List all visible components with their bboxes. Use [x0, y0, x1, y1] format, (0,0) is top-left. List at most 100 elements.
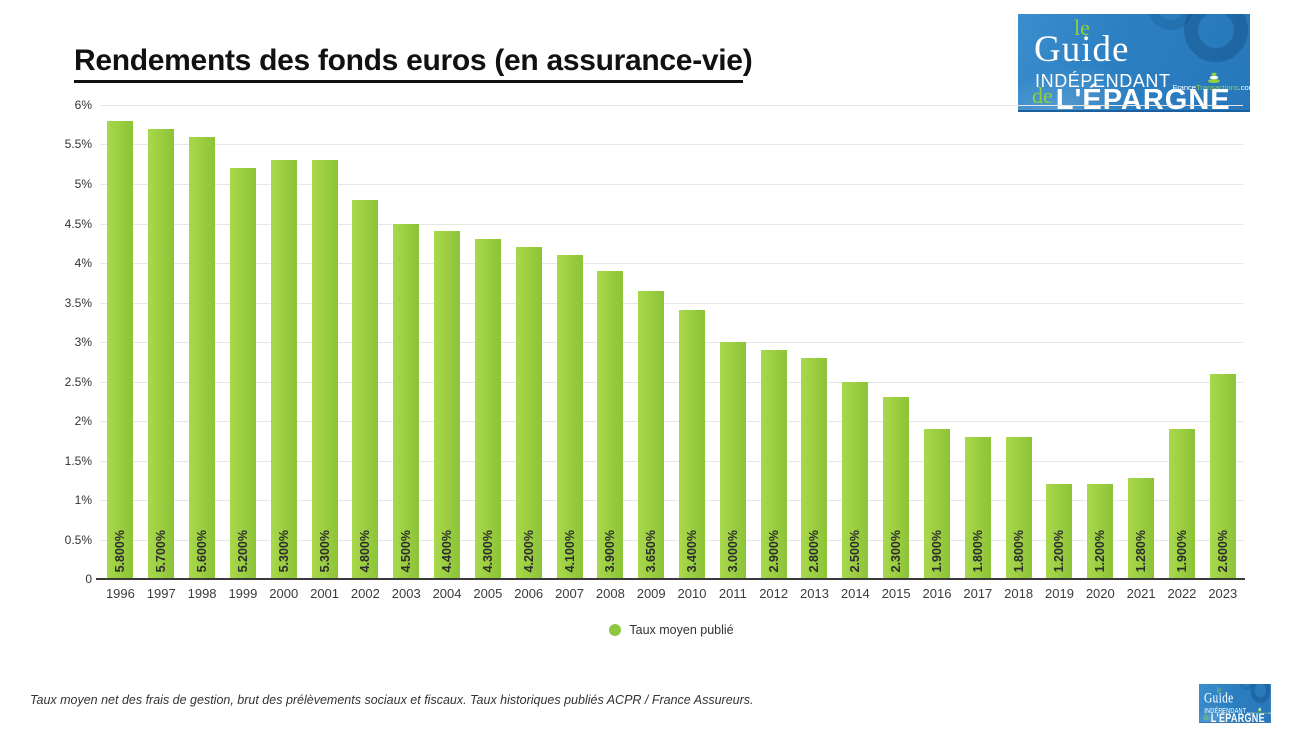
bar-2011[interactable]: 3.000%: [719, 342, 746, 579]
x-axis-label: 2000: [269, 586, 299, 601]
bar-2010[interactable]: 3.400%: [679, 310, 705, 579]
bar-slot: 3.900%: [590, 105, 631, 579]
y-axis-label: 5.5%: [64, 137, 92, 152]
x-axis-label: 1996: [105, 586, 135, 601]
bar-value-label: 4.100%: [562, 529, 577, 572]
bar-2006[interactable]: 4.200%: [515, 247, 542, 579]
bar-slot: 4.400%: [427, 105, 468, 579]
logo-word-le: le: [1216, 684, 1222, 695]
gridline: [100, 105, 1243, 106]
bar-2013[interactable]: 2.800%: [801, 357, 828, 579]
x-axis-label: 1998: [187, 586, 217, 601]
bar-value-label: 1.200%: [1052, 529, 1067, 572]
x-axis-label: 1997: [146, 586, 176, 601]
x-axis-line: [96, 578, 1245, 580]
x-axis-label: 2001: [310, 586, 340, 601]
y-axis: 6% 5.5% 5% 4.5% 4% 3.5% 3% 2.5% 2% 1.5% 1% 0.5% 0: [0, 98, 96, 586]
bar-1997[interactable]: 5.700%: [148, 128, 175, 579]
bar-2007[interactable]: 4.100%: [556, 255, 583, 579]
bar-value-label: 2.300%: [889, 529, 904, 572]
bar-slot: 4.800%: [345, 105, 386, 579]
bar-2018[interactable]: 1.800%: [1005, 436, 1032, 579]
bar-value-label: 4.200%: [521, 529, 536, 572]
gridline: [100, 342, 1243, 343]
bar-2001[interactable]: 5.300%: [311, 160, 338, 579]
x-axis-label: 2004: [432, 586, 462, 601]
bar-2003[interactable]: 4.500%: [393, 223, 420, 579]
x-axis-label: 2017: [963, 586, 993, 601]
y-axis-label: 1.5%: [64, 453, 92, 468]
bar-2020[interactable]: 1.200%: [1087, 484, 1114, 579]
logo-site-url: FranceTransactions.com: [1246, 711, 1271, 716]
x-axis-label: 2009: [636, 586, 666, 601]
logo-word-guide: Guide: [1203, 689, 1234, 707]
gridline: [100, 223, 1243, 225]
x-axis-label: 2003: [391, 586, 421, 601]
bar-2000[interactable]: 5.300%: [270, 160, 297, 579]
x-axis-label: 2010: [677, 586, 707, 601]
bar-slot: 1.200%: [1039, 105, 1080, 579]
legend-label: Taux moyen publié: [629, 623, 734, 637]
x-axis-label: 2014: [840, 586, 870, 601]
bar-value-label: 3.900%: [603, 529, 618, 572]
x-axis: 1996 1997 1998 1999 2000 2001 2002 2003 2004 2005…: [100, 586, 1243, 601]
bar-1998[interactable]: 5.600%: [189, 136, 216, 579]
bar-2017[interactable]: 1.800%: [964, 436, 991, 579]
bar-value-label: 1.900%: [929, 529, 944, 572]
x-axis-label: 2013: [800, 586, 829, 601]
bar-2004[interactable]: 4.400%: [434, 231, 461, 579]
x-axis-label: 2020: [1085, 586, 1115, 601]
legend-item[interactable]: Taux moyen publié: [100, 623, 1243, 637]
bar-2023[interactable]: 2.600%: [1209, 373, 1236, 579]
bar-slot: 3.400%: [672, 105, 713, 579]
x-axis-label: 2015: [881, 586, 911, 601]
bar-2009[interactable]: 3.650%: [638, 290, 665, 579]
x-axis-label: 2007: [555, 586, 584, 601]
bar-value-label: 4.500%: [399, 529, 414, 572]
logo-word-de: de: [1032, 83, 1053, 108]
gridline: [100, 420, 1243, 422]
y-axis-label: 4%: [74, 255, 92, 270]
y-axis-label: 3%: [74, 335, 92, 349]
bar-1999[interactable]: 5.200%: [229, 168, 256, 579]
bar-value-label: 2.600%: [1215, 529, 1230, 572]
logo-word-le: le: [1074, 15, 1090, 40]
bar-slot: 1.800%: [998, 105, 1039, 579]
bar-2019[interactable]: 1.200%: [1046, 484, 1073, 579]
bar-slot: 4.300%: [467, 105, 508, 579]
bar-value-label: 2.900%: [766, 529, 781, 572]
bar-value-label: 4.400%: [440, 529, 455, 572]
francetransactions-icon: [1207, 72, 1220, 83]
bar-2014[interactable]: 2.500%: [842, 381, 869, 579]
y-axis-label: 3.5%: [64, 295, 92, 310]
bar-value-label: 5.200%: [235, 529, 250, 572]
bar-2015[interactable]: 2.300%: [883, 397, 910, 579]
x-axis-label: 2012: [759, 586, 789, 601]
bar-2022[interactable]: 1.900%: [1168, 428, 1195, 579]
bar-value-label: 5.300%: [317, 529, 332, 572]
bar-2012[interactable]: 2.900%: [760, 349, 787, 579]
gridline: [100, 381, 1243, 383]
bar-slot: 1.200%: [1080, 105, 1121, 579]
bar-slot: 2.500%: [835, 105, 876, 579]
brand-logo: le Guide INDÉPENDANT FranceTransactions.…: [1018, 14, 1250, 112]
bar-slot: 4.200%: [508, 105, 549, 579]
bar-slot: 1.280%: [1121, 105, 1162, 579]
bar-value-label: 2.800%: [807, 529, 822, 572]
bar-1996[interactable]: 5.800%: [107, 120, 134, 579]
x-axis-label: 2019: [1045, 586, 1074, 601]
bar-2016[interactable]: 1.900%: [923, 428, 950, 579]
bar-slot: 1.900%: [917, 105, 958, 579]
page-title-underlined: Rendements des fonds euros (en assurance…: [74, 44, 743, 83]
logo-word-independant: INDÉPENDANT: [1204, 706, 1247, 715]
y-axis-label: 0.5%: [64, 532, 92, 547]
y-axis-label: 0: [85, 572, 92, 586]
page-title: Rendements des fonds euros (en assurance…: [74, 44, 753, 83]
bar-2021[interactable]: 1.280%: [1128, 477, 1155, 579]
bar-2005[interactable]: 4.300%: [474, 239, 501, 579]
y-axis-label: 6%: [74, 98, 92, 112]
bar-2002[interactable]: 4.800%: [352, 199, 379, 579]
logo-word-de: de: [1203, 711, 1210, 722]
bar-slot: 5.300%: [304, 105, 345, 579]
bar-2008[interactable]: 3.900%: [597, 270, 624, 579]
